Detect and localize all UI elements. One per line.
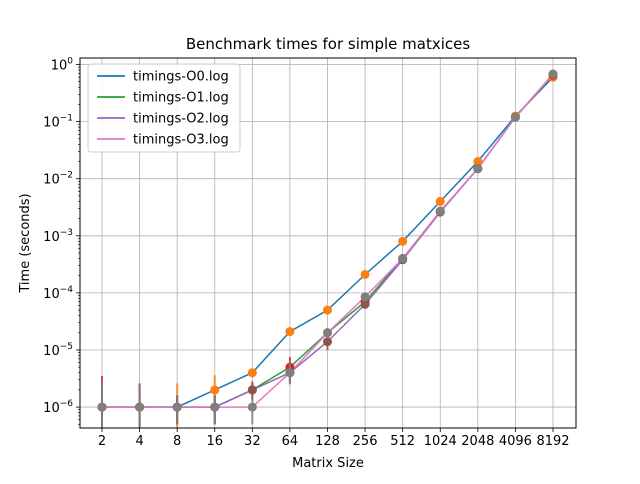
x-tick-label: 2 (98, 434, 106, 449)
x-tick-label: 64 (282, 434, 299, 449)
data-point (510, 112, 520, 122)
data-point (135, 402, 145, 412)
legend: timings-O0.log timings-O1.log timings-O2.l… (87, 63, 241, 153)
x-axis-label: Matrix Size (292, 456, 364, 471)
data-point (285, 368, 295, 378)
data-point (323, 328, 332, 338)
series-layer (97, 69, 558, 428)
legend-label: timings-O0.log (133, 70, 229, 85)
data-point (473, 157, 483, 167)
data-point (247, 385, 257, 395)
data-point (210, 385, 220, 395)
legend-label: timings-O2.log (133, 112, 229, 127)
x-tick-label: 4 (135, 434, 143, 449)
data-point (548, 69, 558, 79)
x-tick-label: 512 (390, 434, 415, 449)
data-point (398, 236, 408, 246)
x-tick-label: 1024 (424, 434, 457, 449)
plot-frame (79, 57, 577, 429)
series-markers (97, 69, 558, 428)
data-point (360, 292, 370, 302)
x-tick-label: 8192 (536, 434, 569, 449)
x-tick-label: 256 (353, 434, 378, 449)
x-tick-label: 8 (173, 434, 181, 449)
data-point (473, 164, 483, 174)
data-point (323, 305, 332, 315)
data-point (435, 196, 445, 206)
data-point (247, 368, 257, 378)
data-point (285, 327, 295, 337)
chart-title: Benchmark times for simple matxices (186, 35, 471, 53)
data-point (435, 206, 445, 216)
y-axis-label: Time (seconds) (18, 193, 33, 293)
data-point (97, 402, 107, 412)
data-point (210, 402, 220, 412)
x-tick-label: 32 (244, 434, 261, 449)
data-point (323, 337, 332, 347)
data-point (398, 254, 408, 264)
axes: 2 4 8 16 32 64 128 256 512 1024 2048 4096 819210−610… (43, 57, 569, 449)
legend-box (87, 63, 241, 153)
x-tick-label: 128 (315, 434, 340, 449)
legend-label: timings-O3.log (133, 133, 229, 148)
data-point (172, 402, 182, 412)
x-tick-label: 2048 (461, 434, 494, 449)
data-point (360, 269, 370, 279)
data-point (360, 299, 370, 309)
legend-label: timings-O1.log (133, 91, 229, 106)
x-tick-label: 16 (206, 434, 223, 449)
data-point (247, 402, 257, 412)
x-tick-label: 4096 (499, 434, 532, 449)
